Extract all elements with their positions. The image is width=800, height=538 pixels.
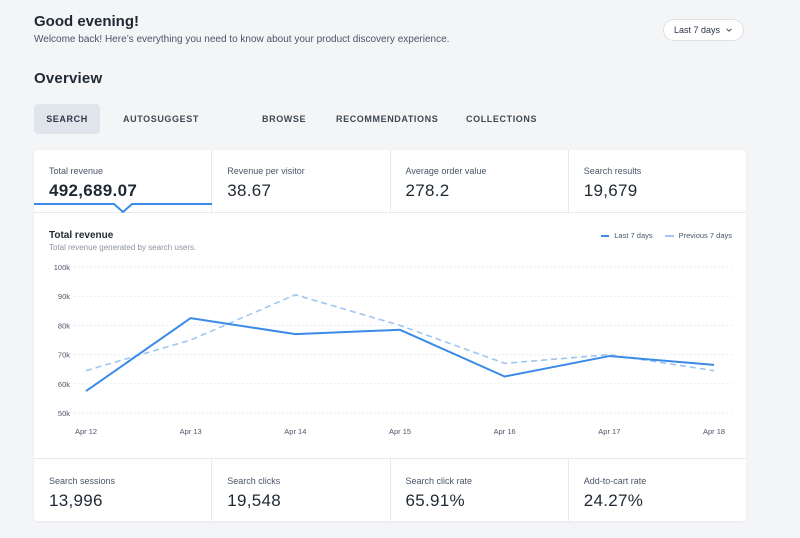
kpi-label: Search click rate — [405, 476, 473, 486]
greeting: Good evening! — [34, 13, 139, 30]
tab-recommendations[interactable]: RECOMMENDATIONS — [336, 114, 439, 124]
y-tick-label: 100k — [54, 263, 71, 272]
legend-swatch-dashed — [664, 234, 674, 237]
kpi-value: 13,996 — [49, 491, 103, 510]
tab-search[interactable]: SEARCH — [34, 104, 100, 134]
tab-bar: SEARCH AUTOSUGGEST BROWSE RECOMMENDATION… — [34, 104, 556, 134]
y-tick-label: 70k — [58, 351, 70, 360]
x-tick-label: Apr 12 — [75, 427, 97, 436]
kpi-value: 278.2 — [405, 181, 450, 200]
kpi-average-order-value[interactable]: Average order value 278.2 — [391, 150, 569, 212]
x-tick-label: Apr 13 — [180, 427, 202, 436]
tab-collections[interactable]: COLLECTIONS — [466, 114, 538, 124]
kpi-total-revenue[interactable]: Total revenue 492,689.07 — [34, 150, 213, 213]
overview-title: Overview — [34, 70, 103, 87]
chart-title: Total revenue — [49, 230, 114, 241]
y-tick-label: 80k — [58, 321, 70, 330]
metrics-card: Total revenue 492,689.07 Revenue per vis… — [34, 150, 746, 521]
y-tick-label: 60k — [58, 380, 70, 389]
x-tick-label: Apr 15 — [389, 427, 411, 436]
kpi-row-top: Total revenue 492,689.07 Revenue per vis… — [34, 150, 746, 213]
tab-autosuggest[interactable]: AUTOSUGGEST — [123, 114, 199, 124]
kpi-search-results[interactable]: Search results 19,679 — [569, 150, 746, 212]
active-kpi-indicator — [34, 203, 212, 213]
x-tick-label: Apr 16 — [494, 427, 516, 436]
kpi-value: 38.67 — [227, 181, 272, 200]
series-line-previous — [85, 293, 715, 372]
kpi-value: 24.27% — [583, 491, 644, 510]
legend-label: Previous 7 days — [678, 231, 732, 240]
kpi-value: 492,689.07 — [49, 181, 138, 200]
y-tick-label: 50k — [58, 409, 70, 418]
y-tick-label: 90k — [58, 292, 70, 301]
series-line-current — [85, 317, 715, 392]
kpi-label: Search clicks — [227, 476, 281, 486]
kpi-add-to-cart-rate[interactable]: Add-to-cart rate 24.27% — [569, 459, 746, 521]
chart-subtitle: Total revenue generated by search users. — [49, 243, 197, 252]
kpi-value: 65.91% — [405, 491, 465, 510]
kpi-label: Search sessions — [49, 476, 116, 486]
x-tick-label: Apr 14 — [284, 427, 306, 436]
date-range-dropdown[interactable]: Last 7 days — [662, 19, 744, 41]
legend-swatch-solid — [601, 234, 610, 237]
kpi-label: Add-to-cart rate — [583, 476, 647, 486]
kpi-value: 19,548 — [227, 491, 282, 510]
x-tick-label: Apr 17 — [598, 427, 620, 436]
kpi-label: Revenue per visitor — [227, 166, 305, 176]
tab-browse[interactable]: BROWSE — [262, 114, 307, 124]
kpi-row-bottom: Search sessions 13,996 Search clicks 19,… — [34, 458, 746, 521]
legend-item-previous[interactable]: Previous 7 days — [664, 231, 732, 240]
date-range-label: Last 7 days — [673, 25, 720, 35]
chevron-down-icon — [726, 28, 732, 32]
chart-legend: Last 7 days Previous 7 days — [601, 231, 732, 240]
kpi-search-sessions[interactable]: Search sessions 13,996 — [34, 459, 213, 521]
kpi-value: 19,679 — [583, 181, 638, 200]
kpi-search-clicks[interactable]: Search clicks 19,548 — [212, 459, 391, 521]
x-tick-label: Apr 18 — [703, 427, 725, 436]
kpi-label: Search results — [583, 166, 642, 176]
kpi-revenue-per-visitor[interactable]: Revenue per visitor 38.67 — [212, 150, 391, 212]
kpi-label: Average order value — [405, 166, 487, 176]
kpi-search-click-rate[interactable]: Search click rate 65.91% — [391, 459, 569, 521]
legend-item-current[interactable]: Last 7 days — [601, 231, 653, 240]
legend-label: Last 7 days — [614, 231, 653, 240]
kpi-label: Total revenue — [49, 166, 104, 176]
revenue-line-chart: 100k 90k 80k 70k 60k 50k Apr 12 Apr 13 Apr 14 Apr… — [54, 263, 734, 436]
welcome-subtitle: Welcome back! Here’s everything you need… — [34, 34, 450, 45]
